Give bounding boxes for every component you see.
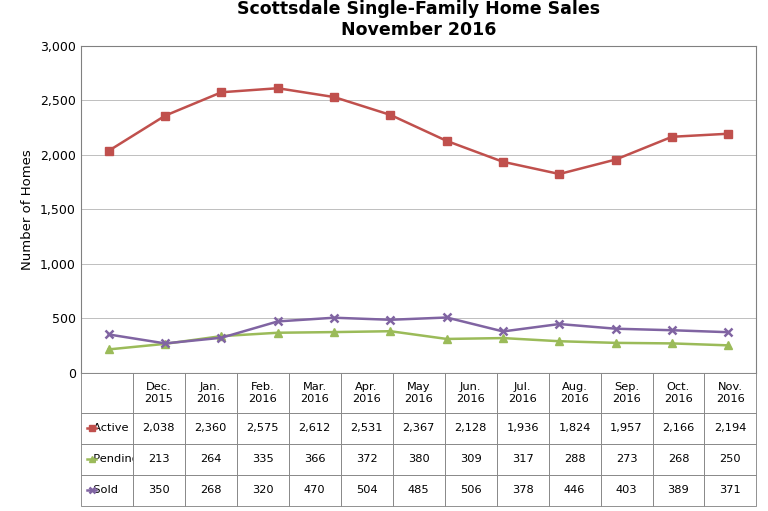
Y-axis label: Number of Homes: Number of Homes bbox=[22, 149, 35, 270]
Title: Scottsdale Single-Family Home Sales
November 2016: Scottsdale Single-Family Home Sales Nove… bbox=[237, 0, 600, 39]
